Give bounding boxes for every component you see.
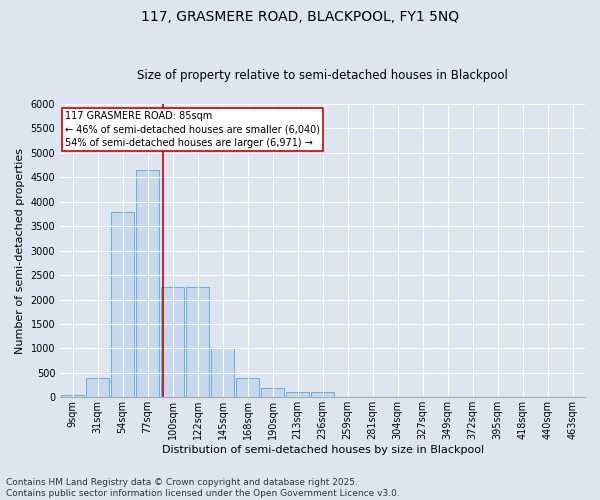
Text: Contains HM Land Registry data © Crown copyright and database right 2025.
Contai: Contains HM Land Registry data © Crown c… xyxy=(6,478,400,498)
Bar xyxy=(286,392,309,398)
Bar xyxy=(211,348,234,398)
Bar xyxy=(187,288,209,398)
Bar xyxy=(337,396,359,398)
Y-axis label: Number of semi-detached properties: Number of semi-detached properties xyxy=(15,148,25,354)
Bar xyxy=(61,395,84,398)
Bar xyxy=(112,212,134,398)
X-axis label: Distribution of semi-detached houses by size in Blackpool: Distribution of semi-detached houses by … xyxy=(161,445,484,455)
Bar xyxy=(161,288,184,398)
Bar xyxy=(236,378,259,398)
Bar xyxy=(262,388,284,398)
Text: 117, GRASMERE ROAD, BLACKPOOL, FY1 5NQ: 117, GRASMERE ROAD, BLACKPOOL, FY1 5NQ xyxy=(141,10,459,24)
Bar xyxy=(136,170,159,398)
Bar xyxy=(311,392,334,398)
Title: Size of property relative to semi-detached houses in Blackpool: Size of property relative to semi-detach… xyxy=(137,69,508,82)
Bar xyxy=(86,378,109,398)
Text: 117 GRASMERE ROAD: 85sqm
← 46% of semi-detached houses are smaller (6,040)
54% o: 117 GRASMERE ROAD: 85sqm ← 46% of semi-d… xyxy=(65,112,320,148)
